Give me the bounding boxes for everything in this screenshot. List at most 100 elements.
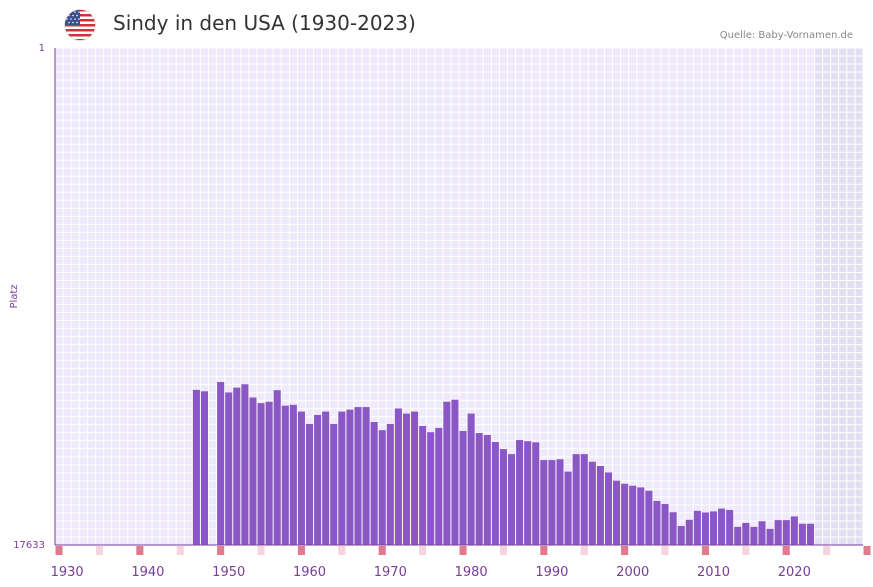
- bar-1995: [588, 461, 596, 545]
- bar-series: [192, 381, 815, 545]
- bar-2014: [742, 522, 750, 545]
- bar-2019: [782, 520, 790, 545]
- gridlines: [54, 47, 864, 546]
- bar-1961: [314, 414, 322, 545]
- bar-1989: [540, 460, 548, 545]
- bar-2005: [669, 512, 677, 545]
- five-year-marker: [176, 546, 184, 555]
- chart-title: Sindy in den USA (1930-2023): [113, 11, 416, 35]
- bar-1964: [338, 411, 346, 545]
- x-tick-label: 1940: [131, 565, 164, 580]
- bar-1957: [281, 405, 289, 545]
- x-tick-label: 1980: [455, 565, 488, 580]
- x-tick-label: 2020: [778, 565, 811, 580]
- five-year-marker: [580, 546, 588, 555]
- y-axis-title: Platz: [9, 284, 20, 308]
- bar-1980: [467, 413, 475, 545]
- bar-1954: [257, 403, 265, 545]
- year-markers: [55, 546, 871, 555]
- x-tick-labels: 1930 1940 1950 1960 1970 1980 1990 2000 2010 2020: [51, 565, 811, 580]
- bar-1965: [346, 409, 354, 545]
- bar-2003: [653, 500, 661, 545]
- bar-1959: [297, 411, 305, 545]
- decade-marker: [378, 546, 386, 555]
- x-tick-label: 1990: [535, 565, 568, 580]
- bar-1978: [451, 399, 459, 545]
- bar-1983: [491, 442, 499, 545]
- decade-marker: [540, 546, 548, 555]
- bar-2008: [693, 510, 701, 545]
- source-credit: Quelle: Baby-Vornamen.de: [719, 30, 853, 41]
- decade-marker: [136, 546, 144, 555]
- x-tick-label: 1950: [212, 565, 245, 580]
- decade-marker: [701, 546, 709, 555]
- bar-1953: [249, 397, 257, 545]
- bar-1994: [580, 454, 588, 545]
- bar-1981: [475, 433, 483, 545]
- bar-1962: [322, 411, 330, 545]
- five-year-marker: [661, 546, 669, 555]
- decade-marker: [297, 546, 305, 555]
- five-year-marker: [419, 546, 427, 555]
- bar-1968: [370, 422, 378, 545]
- decade-marker: [459, 546, 467, 555]
- bar-2015: [750, 526, 758, 545]
- five-year-marker: [257, 546, 265, 555]
- bar-2012: [726, 509, 734, 545]
- bar-1987: [524, 441, 532, 545]
- bar-2000: [629, 485, 637, 545]
- bar-2002: [645, 490, 653, 545]
- bar-2018: [774, 520, 782, 545]
- five-year-marker: [823, 546, 831, 555]
- bar-1949: [217, 381, 225, 545]
- bar-2011: [718, 508, 726, 545]
- five-year-marker: [95, 546, 103, 555]
- bar-1977: [443, 401, 451, 545]
- bar-1997: [604, 472, 613, 545]
- x-tick-label: 1960: [293, 565, 326, 580]
- five-year-marker: [742, 546, 750, 555]
- y-tick-label-top: 1: [39, 43, 45, 54]
- five-year-marker: [338, 546, 346, 555]
- bar-1982: [483, 434, 491, 545]
- bar-2004: [661, 504, 669, 545]
- decade-marker: [217, 546, 225, 555]
- bar-1967: [362, 407, 370, 545]
- chart-header: Sindy in den USA (1930-2023) Quelle: Bab…: [0, 0, 873, 48]
- bar-1947: [200, 391, 209, 545]
- bar-1966: [354, 407, 362, 545]
- decade-marker: [621, 546, 629, 555]
- bar-1985: [507, 454, 516, 545]
- x-tick-label: 2010: [697, 565, 730, 580]
- bar-1963: [330, 423, 338, 545]
- bar-1979: [459, 431, 467, 545]
- bar-2009: [701, 512, 709, 545]
- decade-marker: [782, 546, 790, 555]
- bar-1971: [394, 408, 402, 545]
- decade-marker: [55, 546, 63, 555]
- bar-2020: [790, 516, 798, 545]
- bar-1946: [192, 389, 200, 545]
- bar-1950: [225, 392, 233, 545]
- x-tick-label: 2000: [616, 565, 649, 580]
- bar-1956: [273, 390, 281, 545]
- bar-1984: [499, 449, 507, 545]
- bar-1969: [378, 430, 386, 545]
- bar-1992: [564, 471, 572, 545]
- bar-1955: [265, 401, 273, 545]
- bar-1993: [572, 454, 580, 545]
- bar-1991: [556, 459, 564, 545]
- bar-1975: [427, 432, 435, 545]
- bar-2017: [766, 528, 774, 545]
- bar-1974: [419, 425, 427, 545]
- bar-1972: [402, 413, 411, 545]
- bar-1998: [613, 480, 621, 545]
- usa-flag-icon: [64, 9, 96, 41]
- bar-1986: [516, 440, 524, 545]
- bar-1996: [596, 465, 604, 545]
- y-tick-label-bottom: 17633: [13, 540, 45, 551]
- bar-2007: [685, 519, 693, 545]
- bar-1999: [621, 483, 629, 545]
- bar-1958: [289, 404, 297, 545]
- x-tick-label: 1930: [51, 565, 84, 580]
